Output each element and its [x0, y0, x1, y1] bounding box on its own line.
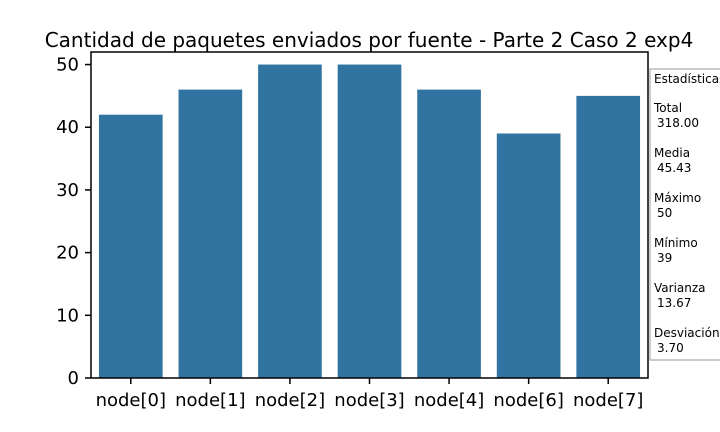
x-tick-label-5: node[6] [493, 390, 563, 411]
bars-group [98, 64, 641, 379]
stats-label-3: Mínimo [654, 236, 698, 250]
bar-1 [178, 89, 243, 378]
x-tick-label-0: node[0] [96, 390, 166, 411]
x-tick-label-2: node[2] [255, 390, 325, 411]
y-tick-label-4: 40 [56, 117, 79, 138]
bar-3 [337, 64, 402, 379]
x-axis: node[0] node[1] node[2] node[3] node[4] node[… [96, 378, 643, 411]
stats-label-1: Media [654, 146, 690, 160]
stats-value-5: 3.70 [657, 341, 684, 355]
stats-label-5: Desviación [654, 326, 720, 340]
y-tick-label-2: 20 [56, 243, 79, 264]
stats-label-0: Total [653, 101, 682, 115]
bar-6 [576, 95, 641, 378]
stats-value-4: 13.67 [657, 296, 691, 310]
stats-value-0: 318.00 [657, 116, 699, 130]
bar-2 [258, 64, 322, 379]
y-axis: 0 10 20 30 40 50 [56, 55, 91, 389]
y-tick-label-3: 30 [56, 180, 79, 201]
plot-frame [90, 51, 649, 379]
bar-5 [496, 133, 561, 378]
chart-title: Cantidad de paquetes enviados por fuente… [45, 28, 694, 52]
y-tick-label-0: 0 [68, 368, 79, 389]
x-tick-label-6: node[7] [573, 390, 643, 411]
x-tick-label-1: node[1] [175, 390, 245, 411]
y-tick-label-1: 10 [56, 305, 79, 326]
x-tick-label-3: node[3] [334, 390, 404, 411]
stats-value-3: 39 [657, 251, 672, 265]
stats-title: Estadísticas [654, 72, 720, 86]
stats-value-2: 50 [657, 206, 672, 220]
bar-4 [417, 89, 481, 378]
bar-0 [98, 114, 163, 378]
y-tick-label-5: 50 [56, 55, 79, 76]
stats-value-1: 45.43 [657, 161, 691, 175]
x-tick-label-4: node[4] [414, 390, 484, 411]
stats-label-2: Máximo [654, 191, 701, 205]
stats-box-frame [649, 68, 720, 361]
stats-label-4: Varianza [654, 281, 706, 295]
